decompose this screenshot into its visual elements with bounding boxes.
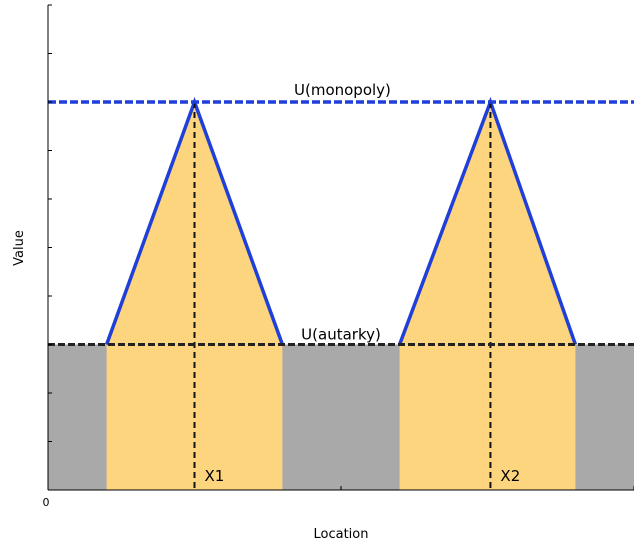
x-axis-label: Location [314,527,369,542]
firm-label-1: X1 [205,467,225,485]
monopoly-label: U(monopoly) [294,81,391,99]
background-bands [48,344,634,490]
level-lines [48,100,634,490]
value-triangle-2 [399,102,576,345]
autarky-label: U(autarky) [301,326,381,344]
x-tick-label-0: 0 [43,496,50,509]
chart-labels: Value Location 0 U(monopoly) U(autarky) X1… [12,81,520,542]
triangles [104,96,578,346]
axis-ticks [47,4,634,491]
firm-label-2: X2 [500,467,520,485]
market-band-2 [399,344,576,490]
y-axis-label: Value [12,230,27,266]
